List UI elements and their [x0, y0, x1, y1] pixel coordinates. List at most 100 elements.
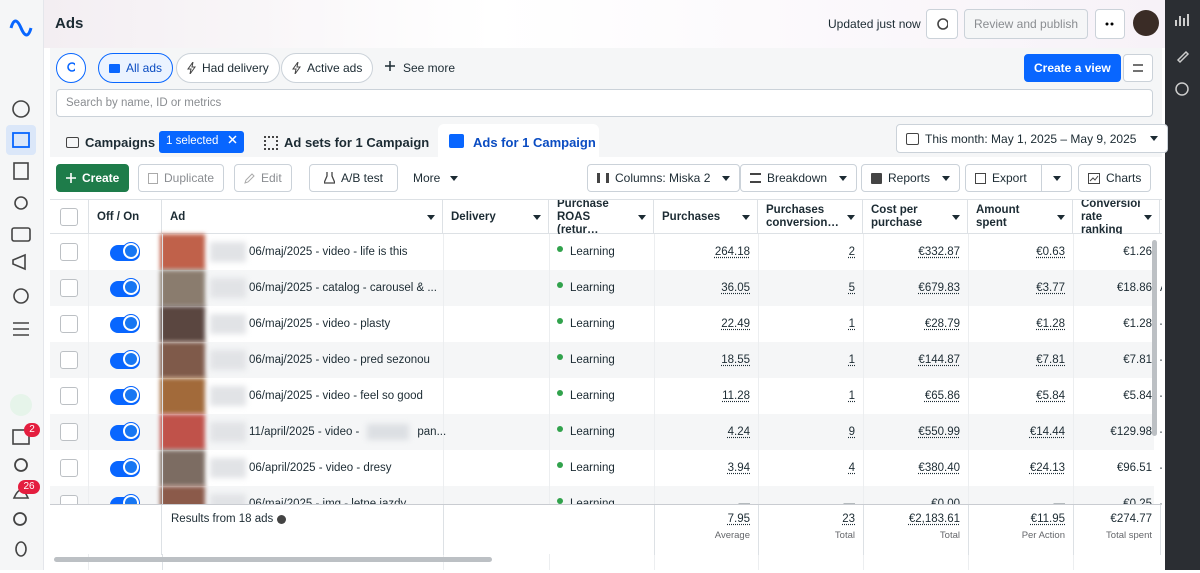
more-menu[interactable]: More: [413, 171, 458, 185]
sort-caret[interactable]: [1144, 215, 1152, 220]
scrollbar-track: [1152, 240, 1157, 436]
ad-name-text: 06/maj/2025 - video - plasty: [249, 318, 390, 330]
column-header[interactable]: Conversion rate ranking: [1073, 200, 1160, 234]
total-value: €2,183.61: [863, 513, 960, 525]
icon[interactable]: [13, 101, 29, 117]
selected-chip[interactable]: 1 selected: [159, 131, 244, 153]
column-header[interactable]: Purchase ROAS (retur…: [549, 200, 654, 234]
ad-name[interactable]: 06/maj/2025 - video - life is this: [249, 234, 543, 270]
checkbox[interactable]: [60, 459, 78, 477]
ad-name[interactable]: 06/maj/2025 - catalog - carousel & ...: [249, 270, 543, 306]
create-view-button[interactable]: Create a view: [1024, 54, 1121, 82]
ab-test-button[interactable]: A/B test: [309, 164, 398, 192]
button-label: Duplicate: [164, 171, 214, 185]
review-publish-button[interactable]: Review and publish: [964, 9, 1088, 39]
ad-name[interactable]: 06/maj/2025 - video - pred sezonou: [249, 342, 543, 378]
icon[interactable]: [12, 228, 30, 241]
column-header[interactable]: Purchases conversion…: [758, 200, 863, 234]
sort-caret[interactable]: [1057, 215, 1065, 220]
column-header[interactable]: Purchases: [654, 200, 758, 234]
refresh-button[interactable]: [926, 9, 958, 39]
column-header[interactable]: Amount spent: [968, 200, 1073, 234]
icon[interactable]: [10, 394, 32, 416]
ad-name-text: 11/april/2025 - video -: [249, 426, 359, 438]
column-header[interactable]: Ad: [162, 200, 443, 234]
ads-table: Off / On Ad Delivery Purchase ROAS (retur… P…: [50, 199, 1162, 570]
column-header[interactable]: Cost per purchase: [863, 200, 968, 234]
search-toggle[interactable]: [56, 53, 86, 83]
duplicate-button[interactable]: Duplicate: [138, 164, 224, 192]
table-row: 06/maj/2025 - video - life is this Learni…: [50, 234, 1154, 270]
ad-thumbnail: [160, 270, 205, 306]
status-dot: [557, 246, 563, 252]
sort-caret[interactable]: [847, 215, 855, 220]
ad-name[interactable]: 11/april/2025 - video - pan...: [249, 414, 543, 450]
see-more[interactable]: See more: [385, 61, 455, 75]
icon[interactable]: [15, 197, 27, 209]
icon[interactable]: [14, 163, 28, 179]
column-header[interactable]: Off / On: [88, 200, 162, 234]
reports-button[interactable]: Reports: [861, 164, 960, 192]
sort-caret[interactable]: [742, 215, 750, 220]
sort-caret[interactable]: [638, 215, 646, 220]
delivery-status: Learning: [557, 270, 652, 306]
search-input[interactable]: Search by name, ID or metrics: [56, 89, 1153, 117]
checkbox[interactable]: [60, 243, 78, 261]
filter-pill[interactable]: All ads: [98, 53, 173, 83]
sort-caret[interactable]: [533, 215, 541, 220]
ad-name[interactable]: 06/april/2025 - video - dresy: [249, 450, 543, 486]
metric-value: 22.49: [721, 318, 750, 330]
checkbox[interactable]: [60, 387, 78, 405]
ad-name[interactable]: 06/maj/2025 - video - feel so good: [249, 378, 543, 414]
checkbox[interactable]: [60, 279, 78, 297]
icon[interactable]: [1176, 83, 1188, 95]
sort-caret[interactable]: [427, 215, 435, 220]
settings-button[interactable]: [1123, 54, 1153, 82]
export-button[interactable]: Export: [965, 164, 1072, 192]
filter-pill[interactable]: Had delivery: [176, 53, 280, 83]
info-icon[interactable]: [277, 515, 286, 524]
checkbox[interactable]: [60, 208, 78, 226]
charts-button[interactable]: Charts: [1078, 164, 1151, 192]
metric-value: €28.79: [925, 318, 960, 330]
close-icon[interactable]: [228, 135, 237, 144]
icon[interactable]: [1178, 52, 1188, 62]
filter-pill[interactable]: Active ads: [281, 53, 373, 83]
ad-name[interactable]: 06/maj/2025 - video - plasty: [249, 306, 543, 342]
icon[interactable]: [14, 289, 28, 303]
checkbox[interactable]: [60, 315, 78, 333]
icon[interactable]: [15, 459, 27, 471]
export-dropdown[interactable]: [1041, 165, 1071, 191]
column-label: Ad: [170, 211, 423, 224]
ads-tab[interactable]: Ads for 1 Campaign: [438, 124, 599, 158]
metric-cell: €3.77: [968, 270, 1073, 306]
breakdown-button[interactable]: Breakdown: [740, 164, 857, 192]
adsets-tab[interactable]: Ad sets for 1 Campaign: [264, 135, 429, 150]
column-label: Conversion rate ranking: [1081, 199, 1140, 237]
icon[interactable]: [13, 255, 25, 269]
toggle-knob: [123, 315, 139, 331]
more-button[interactable]: [1095, 9, 1125, 39]
table-row: 06/maj/2025 - video - feel so good Learni…: [50, 378, 1154, 414]
date-picker[interactable]: This month: May 1, 2025 – May 9, 2025: [896, 124, 1168, 153]
create-button[interactable]: Create: [56, 164, 129, 192]
column-label: Off / On: [97, 211, 161, 224]
campaigns-tab[interactable]: Campaigns: [66, 135, 155, 150]
horizontal-scrollbar[interactable]: [54, 557, 492, 562]
checkbox[interactable]: [60, 351, 78, 369]
refresh-icon: [936, 17, 948, 31]
filter-label: Had delivery: [202, 61, 269, 75]
checkbox[interactable]: [60, 423, 78, 441]
icon[interactable]: [13, 323, 29, 335]
column-header[interactable]: Delivery: [443, 200, 549, 234]
columns-button[interactable]: Columns: Miska 2: [587, 164, 740, 192]
icon[interactable]: [1176, 14, 1188, 26]
edit-button[interactable]: Edit: [234, 164, 292, 192]
icon[interactable]: [16, 542, 26, 556]
sort-caret[interactable]: [952, 215, 960, 220]
column-label: Purchase ROAS (retur…: [557, 199, 634, 237]
bolt-icon: [187, 62, 196, 74]
toggle-knob: [123, 351, 139, 367]
avatar[interactable]: [1133, 10, 1159, 36]
icon[interactable]: [14, 513, 26, 525]
